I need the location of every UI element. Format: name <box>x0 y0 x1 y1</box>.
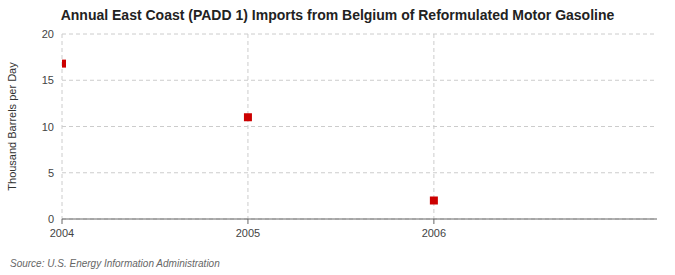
y-tick-label: 10 <box>42 121 54 133</box>
axes: 0 5 10 15 20 2004 2005 2006 <box>42 28 657 239</box>
x-tick-mark <box>433 219 434 224</box>
point <box>62 60 66 68</box>
grid <box>62 34 657 219</box>
title: Annual East Coast (PADD 1) Imports from … <box>61 7 615 23</box>
y-axis-label: Thousand Barrels per Day <box>6 62 18 191</box>
x-tick-mark <box>247 219 248 224</box>
y-grid-line <box>62 219 657 220</box>
chart-svg: Annual East Coast (PADD 1) Imports from … <box>0 0 675 275</box>
y-tick-label: 5 <box>48 167 54 179</box>
y-grid-line <box>62 172 657 173</box>
y-tick-label: 0 <box>48 213 54 225</box>
x-grid-line <box>247 34 248 219</box>
y-tick-label: 20 <box>42 28 54 40</box>
x-grid-line <box>433 34 434 219</box>
chart-container: Annual East Coast (PADD 1) Imports from … <box>0 0 675 275</box>
x-tick-label: 2004 <box>50 227 74 239</box>
points <box>62 60 438 205</box>
point <box>430 197 438 205</box>
x-tick-label: 2005 <box>236 227 260 239</box>
y-grid-line <box>62 80 657 81</box>
source-note: Source: U.S. Energy Information Administ… <box>10 258 220 269</box>
y-grid-line <box>62 34 657 35</box>
x-tick-label: 2006 <box>422 227 446 239</box>
point <box>244 113 252 121</box>
y-grid-line <box>62 126 657 127</box>
y-tick-label: 15 <box>42 74 54 86</box>
x-axis-line <box>62 219 657 220</box>
x-tick-mark <box>62 219 63 224</box>
